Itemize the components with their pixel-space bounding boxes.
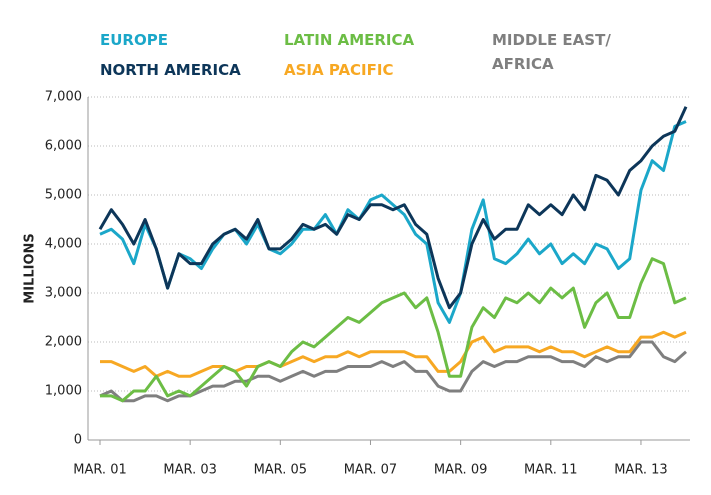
x-tick-label: MAR. 07 (344, 463, 398, 478)
legend-entry: NORTH AMERICA (100, 61, 241, 79)
x-tick-label: MAR. 01 (73, 463, 127, 478)
x-tick-label: MAR. 09 (434, 463, 488, 478)
y-tick-label: 5,000 (45, 188, 82, 203)
y-tick-label: 7,000 (45, 90, 82, 105)
legend-entry: ASIA PACIFIC (284, 61, 394, 79)
y-tick-label: 0 (74, 433, 82, 448)
series-line (99, 340, 687, 403)
series-line (100, 257, 687, 403)
x-tick-label: MAR. 05 (254, 463, 308, 478)
series-line (99, 120, 687, 324)
y-tick-label: 1,000 (45, 384, 82, 399)
x-tick-label: MAR. 03 (163, 463, 217, 478)
legend-entry: LATIN AMERICA (284, 31, 415, 49)
legend-entry: MIDDLE EAST/ AFRICA (492, 31, 611, 73)
y-tick-label: 3,000 (45, 286, 82, 301)
y-tick-label: 6,000 (45, 139, 82, 154)
series-line (98, 106, 688, 310)
series-line (100, 330, 687, 378)
x-tick-label: MAR. 11 (524, 463, 578, 478)
y-tick-label: 4,000 (45, 237, 82, 252)
legend-entry: EUROPE (100, 31, 168, 49)
x-tick-label: MAR. 13 (614, 463, 668, 478)
y-axis-label: MILLIONS (23, 233, 38, 303)
y-tick-label: 2,000 (45, 335, 82, 350)
